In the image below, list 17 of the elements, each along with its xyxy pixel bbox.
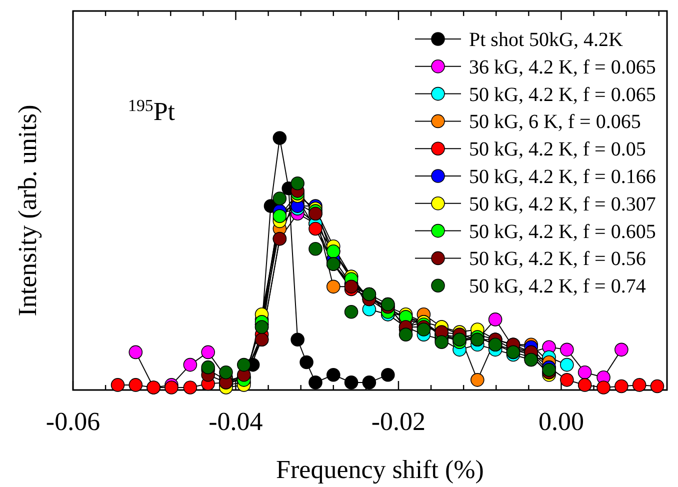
legend-label: Pt shot 50kG, 4.2K xyxy=(469,29,624,51)
x-tick-label: -0.04 xyxy=(208,407,263,436)
legend-label: 50 kG, 4.2 K, f = 0.605 xyxy=(469,220,656,243)
legend-label: 36 kG, 4.2 K, f = 0.065 xyxy=(469,56,656,78)
legend-label: 50 kG, 4.2 K, f = 0.05 xyxy=(469,138,646,161)
x-tick-label: 0.00 xyxy=(538,407,584,436)
legend-label: 50 kG, 4.2 K, f = 0.065 xyxy=(469,84,656,106)
legend-label: 50 kG, 4.2 K, f = 0.56 xyxy=(469,248,646,270)
x-axis-title: Frequency shift (%) xyxy=(276,455,484,484)
x-tick-label: -0.02 xyxy=(371,407,426,436)
y-axis-title: Intensity (arb. units) xyxy=(13,104,42,316)
text: $^{195}$Pt xyxy=(128,96,176,126)
legend-label: 50 kG, 4.2 K, f = 0.307 xyxy=(469,193,656,216)
x-tick-label: -0.06 xyxy=(46,407,100,436)
legend-label: 50 kG, 6 K, f = 0.065 xyxy=(469,111,641,134)
legend-label: 50 kG, 4.2 K, f = 0.74 xyxy=(469,276,646,298)
legend-label: 50 kG, 4.2 K, f = 0.166 xyxy=(469,166,656,188)
